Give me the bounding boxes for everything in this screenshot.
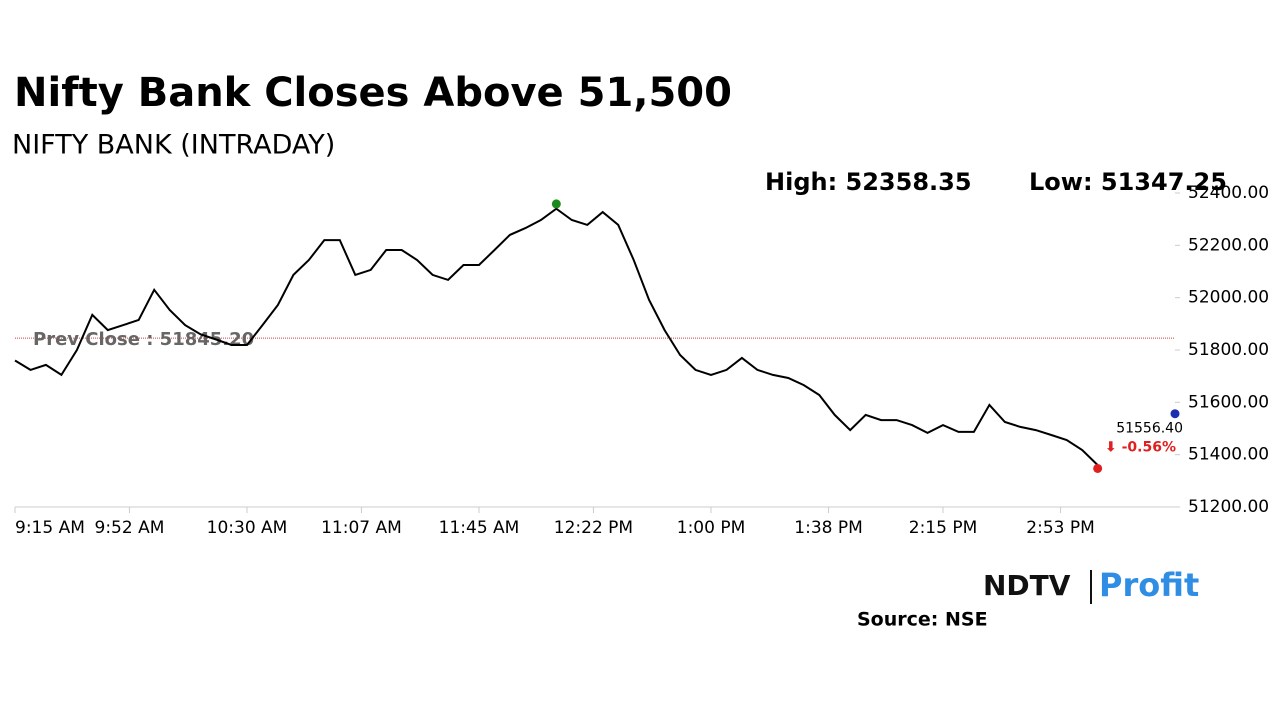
x-tick-label: 12:22 PM (554, 518, 633, 538)
low-marker (1093, 463, 1103, 473)
logo-left: NDTV (983, 569, 1071, 602)
logo-right: Profit (1099, 566, 1199, 604)
price-line (14, 207, 1099, 466)
x-tick-label: 10:30 AM (207, 518, 288, 538)
x-tick-label: 1:00 PM (677, 518, 746, 538)
y-tick-label: 51800.00 (1188, 340, 1269, 360)
y-tick-label: 52000.00 (1188, 288, 1269, 308)
high-marker (551, 199, 561, 209)
source: Source: NSE (857, 609, 988, 631)
x-tick-label: 11:07 AM (321, 518, 402, 538)
y-tick-label: 52200.00 (1188, 235, 1269, 255)
high-label: High: 52358.35 (765, 168, 972, 196)
x-tick-label: 2:15 PM (909, 518, 978, 538)
x-tick-label: 9:15 AM (15, 518, 85, 538)
prev-close-label: Prev Close : 51845.20 (33, 329, 254, 350)
x-tick-label: 1:38 PM (794, 518, 863, 538)
chart-title: Nifty Bank Closes Above 51,500 (14, 70, 732, 116)
last-change-label: ⬇ -0.56% (1105, 440, 1176, 456)
last-value-label: 51556.40 (1116, 421, 1183, 437)
x-tick-label: 9:52 AM (95, 518, 165, 538)
y-tick-label: 52400.00 (1188, 183, 1269, 203)
chart-subtitle: NIFTY BANK (INTRADAY) (12, 130, 335, 161)
low-label: Low: 51347.25 (1029, 168, 1227, 196)
x-tick-label: 11:45 AM (439, 518, 520, 538)
y-tick-label: 51200.00 (1188, 497, 1269, 517)
last-marker (1170, 409, 1180, 419)
x-tick-label: 2:53 PM (1026, 518, 1095, 538)
y-tick-label: 51600.00 (1188, 392, 1269, 412)
y-tick-label: 51400.00 (1188, 445, 1269, 465)
